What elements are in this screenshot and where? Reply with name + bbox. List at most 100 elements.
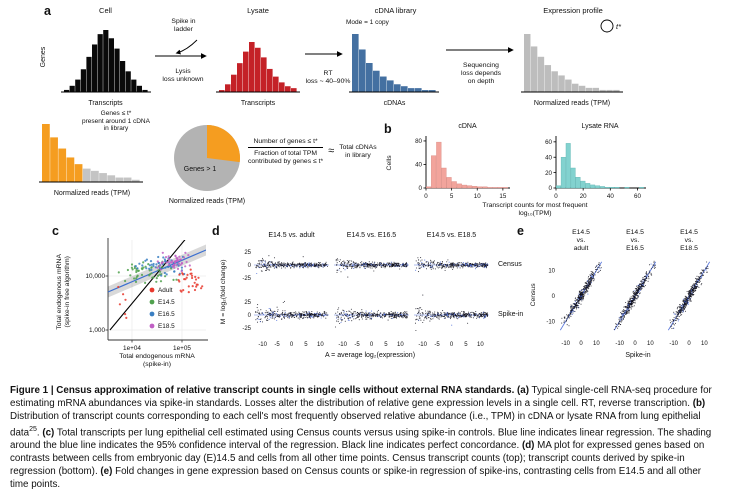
ma-point	[346, 313, 348, 315]
ma-point	[348, 315, 350, 317]
ma-point	[382, 266, 384, 268]
ma-point	[359, 312, 361, 314]
ma-point	[375, 313, 377, 315]
hist-bar	[359, 49, 366, 92]
ma-point	[448, 265, 450, 267]
corr-point	[677, 315, 679, 318]
corr-point	[675, 316, 677, 318]
ma-point	[286, 314, 289, 316]
ma-point	[448, 312, 450, 315]
ma-point	[284, 312, 286, 314]
ma-point	[266, 265, 268, 267]
data-point	[194, 278, 198, 281]
corr-point	[625, 312, 627, 314]
ma-point	[300, 262, 302, 264]
ma-point	[451, 313, 453, 315]
ma-point	[265, 269, 268, 272]
ma-point	[263, 260, 265, 262]
data-point	[124, 279, 127, 283]
ma-point	[309, 312, 311, 314]
caption-segment: Typical single-cell RNA-seq procedure fo…	[10, 385, 712, 409]
corr-point	[565, 319, 568, 322]
ma-point	[477, 315, 479, 317]
ma-point	[281, 262, 283, 264]
data-point	[131, 268, 134, 271]
ma-point	[315, 265, 317, 267]
row-label-census: Census	[498, 261, 522, 268]
hist-bar	[502, 187, 509, 189]
data-point	[148, 269, 151, 272]
hist-cdna-title: cDNA library	[374, 6, 417, 15]
ma-point	[271, 310, 273, 312]
ma-point	[473, 315, 475, 317]
corr-point	[701, 269, 703, 271]
hist-bar	[595, 185, 601, 189]
ma-point	[437, 317, 439, 319]
ma-point	[356, 265, 358, 267]
corr-point	[636, 292, 638, 295]
ma-point	[434, 311, 436, 313]
ma-point	[455, 316, 457, 318]
corr-point	[697, 285, 699, 287]
corr-point	[626, 306, 628, 308]
corr-point	[698, 281, 700, 283]
tick-label: 0	[633, 341, 637, 347]
corr-point	[678, 311, 680, 314]
ma-point	[458, 315, 460, 317]
hist-bar	[219, 90, 225, 92]
ma-point	[429, 266, 432, 268]
ma-point	[264, 317, 266, 319]
hist-bar	[114, 48, 120, 92]
corr-point	[636, 285, 638, 287]
ma-point	[278, 266, 280, 268]
ma-point	[365, 265, 367, 267]
ma-point	[269, 308, 272, 310]
corr-point	[590, 271, 592, 273]
corr-point	[593, 278, 595, 280]
ma-point	[343, 267, 345, 270]
ma-point	[440, 313, 442, 315]
corr-point	[628, 312, 630, 314]
ma-point	[343, 310, 345, 313]
ma-point	[336, 262, 338, 264]
ma-point	[432, 313, 434, 315]
data-point	[180, 262, 184, 265]
corr-point	[632, 306, 634, 308]
ma-point	[474, 268, 477, 270]
ma-point	[397, 265, 399, 267]
ma-point	[320, 317, 322, 319]
data-point	[175, 278, 178, 281]
ma-point	[461, 265, 463, 267]
corr-point	[590, 275, 592, 277]
ma-point	[300, 316, 302, 318]
ma-point	[344, 320, 346, 322]
ma-point	[282, 314, 284, 316]
ma-point	[353, 267, 355, 269]
tick-label: -10	[546, 319, 555, 325]
corr-point	[634, 302, 636, 304]
ma-point	[354, 311, 356, 313]
corr-point	[697, 276, 700, 278]
ma-point	[365, 312, 367, 314]
corr-point	[581, 289, 583, 291]
ma-point	[358, 314, 361, 316]
corr-point	[695, 287, 698, 290]
data-point	[144, 259, 147, 262]
ma-point	[373, 262, 375, 264]
ma-point	[436, 311, 439, 313]
corr-point	[648, 270, 650, 272]
corr-point	[590, 277, 592, 279]
ma-point	[435, 265, 438, 267]
ma-point	[403, 316, 405, 318]
ma-point	[316, 311, 318, 313]
ma-point	[284, 267, 286, 269]
ma-point	[446, 266, 448, 268]
ma-point	[422, 312, 424, 314]
data-point	[178, 255, 181, 258]
ma-point	[445, 315, 447, 317]
hist-bar	[429, 90, 436, 92]
ma-point	[265, 310, 267, 312]
caption-segment: (b)	[692, 398, 706, 409]
ma-point	[443, 315, 445, 318]
